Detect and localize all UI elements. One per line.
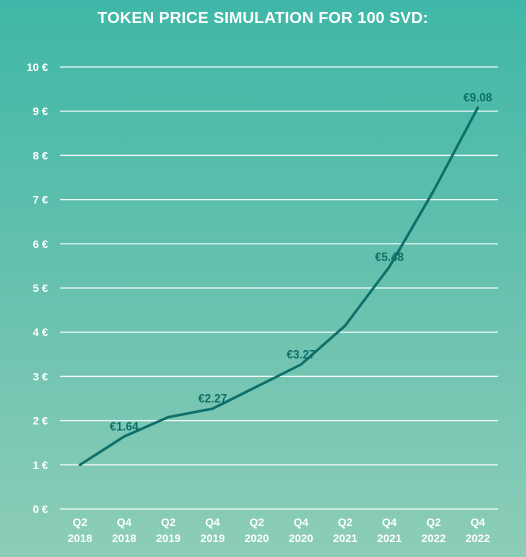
data-label: €5.48	[375, 252, 404, 264]
data-label: €3.27	[287, 349, 316, 361]
x-tick-label-quarter: Q2	[161, 517, 176, 529]
data-label: €1.64	[110, 422, 139, 434]
x-tick-label-quarter: Q4	[117, 517, 133, 529]
x-tick-label-year: 2020	[289, 533, 313, 545]
x-tick-label-quarter: Q2	[73, 517, 88, 529]
x-tick-label-quarter: Q4	[294, 517, 310, 529]
y-tick-label: 9 €	[33, 106, 48, 118]
y-tick-label: 5 €	[33, 283, 48, 295]
x-tick-label-quarter: Q4	[470, 517, 486, 529]
data-label: €9.08	[463, 93, 492, 105]
x-axis-ticks: Q2 2018 Q4 2018 Q2 2019 Q4 2019 Q2 2020 Q4 2020 Q2 20…	[68, 517, 490, 545]
chart-title: TOKEN PRICE SIMULATION FOR 100 SVD:	[97, 10, 429, 27]
y-tick-label: 1 €	[33, 460, 48, 472]
x-tick-label-year: 2018	[112, 533, 136, 545]
x-tick-label-year: 2022	[421, 533, 445, 545]
y-tick-label: 0 €	[33, 504, 48, 516]
x-tick-label-year: 2022	[466, 533, 490, 545]
x-tick-label-quarter: Q4	[382, 517, 398, 529]
y-tick-label: 3 €	[33, 371, 48, 383]
series-line	[78, 106, 480, 467]
y-tick-label: 7 €	[33, 195, 48, 207]
data-label: €2.27	[198, 394, 227, 406]
x-tick-label-year: 2021	[377, 533, 401, 545]
x-tick-label-quarter: Q2	[249, 517, 264, 529]
x-tick-label-quarter: Q2	[338, 517, 353, 529]
y-tick-label: 8 €	[33, 150, 48, 162]
y-axis-ticks: 0 € 1 € 2 € 3 € 4 € 5 € 6 € 7 € 8 € 9 € 10 €	[27, 62, 48, 516]
x-tick-label-quarter: Q2	[426, 517, 441, 529]
series-line-group	[78, 106, 480, 467]
x-tick-label-quarter: Q4	[205, 517, 221, 529]
y-tick-label: 4 €	[33, 327, 48, 339]
x-tick-label-year: 2019	[156, 533, 180, 545]
x-tick-label-year: 2019	[200, 533, 224, 545]
x-tick-label-year: 2020	[245, 533, 269, 545]
data-labels: €1.64 €2.27 €3.27 €5.48 €9.08	[110, 93, 493, 434]
gridlines	[60, 66, 498, 510]
y-tick-label: 10 €	[27, 62, 48, 74]
y-tick-label: 6 €	[33, 239, 48, 251]
x-tick-label-year: 2018	[68, 533, 92, 545]
x-tick-label-year: 2021	[333, 533, 357, 545]
y-tick-label: 2 €	[33, 416, 48, 428]
